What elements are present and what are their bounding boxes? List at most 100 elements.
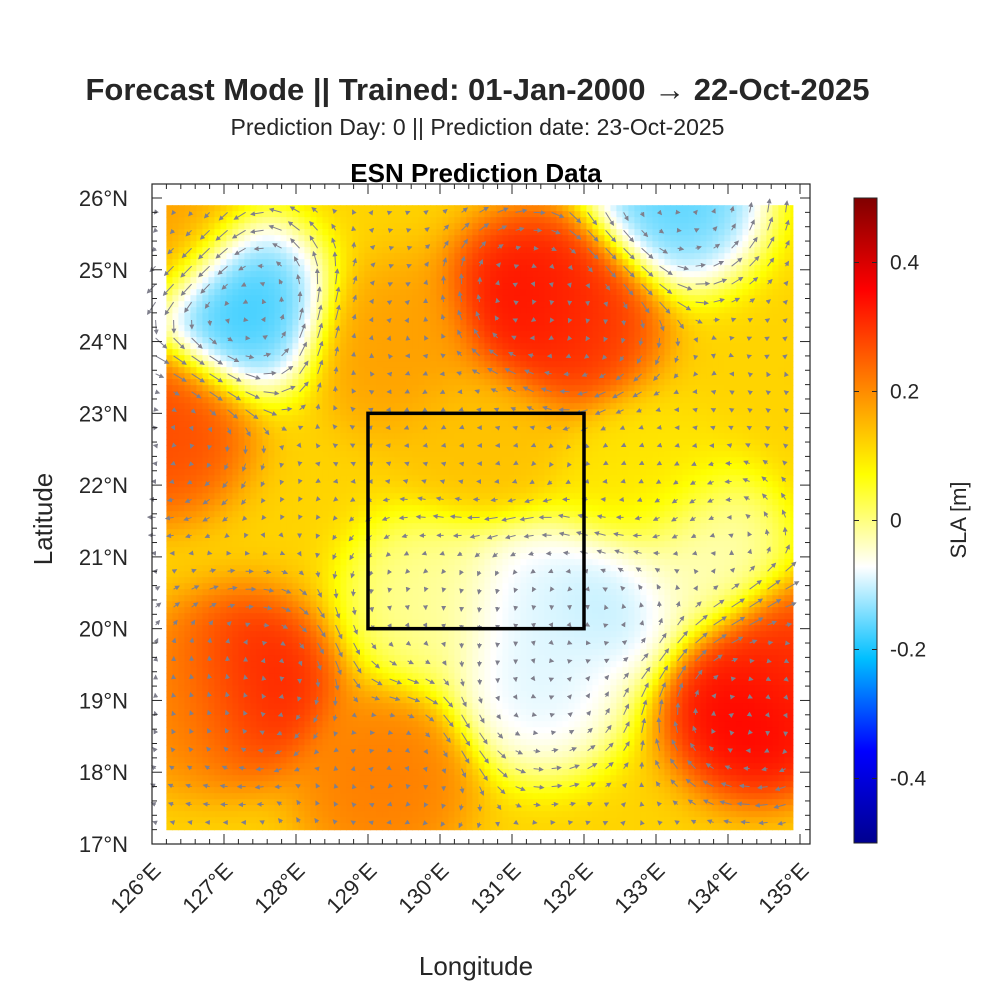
heatmap-cell [274,307,281,314]
heatmap-cell [310,301,317,308]
heatmap-cell [472,253,479,260]
heatmap-cell [244,391,251,398]
heatmap-cell [766,463,773,470]
heatmap-cell [166,295,173,302]
heatmap-cell [706,211,713,218]
heatmap-cell [454,277,461,284]
heatmap-cell [304,205,311,212]
heatmap-cell [328,277,335,284]
heatmap-cell [400,211,407,218]
heatmap-cell [652,331,659,338]
heatmap-cell [370,373,377,380]
heatmap-cell [730,331,737,338]
heatmap-cell [610,313,617,320]
heatmap-cell [298,445,305,452]
heatmap-cell [502,481,509,488]
heatmap-cell [322,259,329,266]
heatmap-cell [226,379,233,386]
heatmap-cell [454,433,461,440]
heatmap-cell [238,205,245,212]
heatmap-cell [754,229,761,236]
heatmap-cell [520,421,527,428]
heatmap-cell [202,397,209,404]
heatmap-cell [520,265,527,272]
heatmap-cell [448,343,455,350]
heatmap-cell [436,247,443,254]
heatmap-cell [544,337,551,344]
heatmap-cell [532,439,539,446]
heatmap-cell [508,439,515,446]
heatmap-cell [412,289,419,296]
heatmap-cell [778,295,785,302]
heatmap-cell [514,265,521,272]
heatmap-cell [454,403,461,410]
heatmap-cell [520,427,527,434]
heatmap-cell [394,301,401,308]
heatmap-cell [196,319,203,326]
heatmap-cell [748,253,755,260]
heatmap-cell [208,253,215,260]
heatmap-cell [514,385,521,392]
heatmap-cell [274,205,281,212]
heatmap-cell [496,313,503,320]
heatmap-cell [202,295,209,302]
heatmap-cell [556,313,563,320]
heatmap-cell [208,283,215,290]
heatmap-cell [412,445,419,452]
heatmap-cell [526,463,533,470]
heatmap-cell [316,451,323,458]
heatmap-cell [742,481,749,488]
heatmap-cell [670,205,677,212]
heatmap-cell [196,445,203,452]
heatmap-cell [460,325,467,332]
heatmap-cell [760,313,767,320]
heatmap-cell [670,415,677,422]
heatmap-cell [358,349,365,356]
heatmap-cell [190,433,197,440]
heatmap-cell [364,343,371,350]
heatmap-cell [712,313,719,320]
heatmap-cell [340,373,347,380]
heatmap-cell [454,265,461,272]
heatmap-cell [418,223,425,230]
heatmap-cell [634,343,641,350]
heatmap-cell [550,415,557,422]
heatmap-cell [370,451,377,458]
heatmap-cell [730,343,737,350]
heatmap-cell [232,205,239,212]
heatmap-cell [412,325,419,332]
heatmap-cell [172,463,179,470]
heatmap-cell [304,229,311,236]
heatmap-cell [256,385,263,392]
heatmap-cell [394,313,401,320]
heatmap-cell [742,211,749,218]
heatmap-cell [340,301,347,308]
heatmap-cell [472,415,479,422]
heatmap-cell [526,433,533,440]
heatmap-cell [742,325,749,332]
heatmap-cell [280,451,287,458]
heatmap-cell [172,433,179,440]
heatmap-cell [664,367,671,374]
heatmap-cell [514,469,521,476]
heatmap-cell [256,301,263,308]
heatmap-cell [742,349,749,356]
heatmap-cell [784,349,791,356]
heatmap-cell [286,469,293,476]
heatmap-cell [790,451,794,458]
heatmap-cell [538,277,545,284]
heatmap-cell [358,283,365,290]
heatmap-cell [754,247,761,254]
heatmap-cell [220,445,227,452]
heatmap-cell [262,307,269,314]
heatmap-cell [652,421,659,428]
heatmap-cell [586,361,593,368]
heatmap-cell [700,349,707,356]
heatmap-cell [562,445,569,452]
heatmap-cell [646,379,653,386]
heatmap-cell [322,307,329,314]
heatmap-cell [400,457,407,464]
heatmap-cell [610,421,617,428]
heatmap-cell [628,475,635,482]
heatmap-cell [532,415,539,422]
